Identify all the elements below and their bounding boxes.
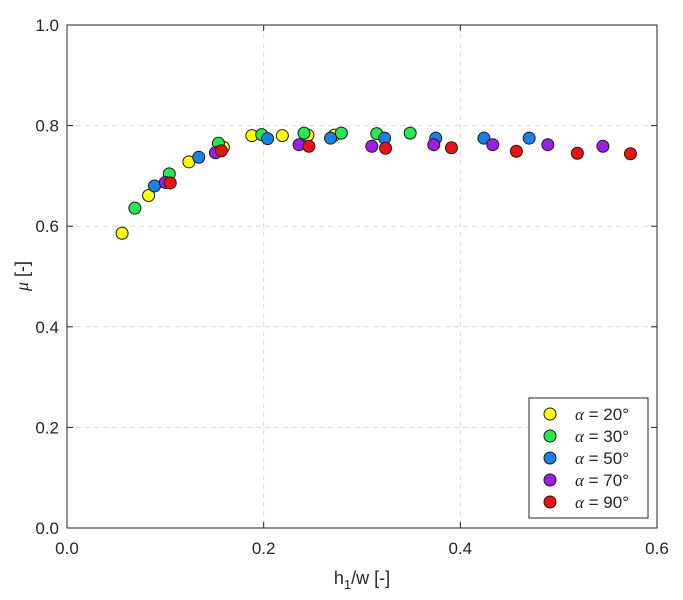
y-tick-label: 0.2 xyxy=(35,418,59,437)
data-point-series-3 xyxy=(261,132,275,146)
axis-ticks: 0.0 0.2 0.4 0.6 0.0 0.2 0.4 0.6 0.8 1.0 xyxy=(35,16,668,558)
data-point-series-2 xyxy=(334,126,348,140)
data-point-series-4 xyxy=(541,138,555,152)
data-point-series-4 xyxy=(486,138,500,152)
data-point-series-1 xyxy=(142,189,156,203)
data-point-series-4 xyxy=(365,139,379,153)
x-axis-label: h1/w [-] xyxy=(334,568,390,592)
x-tick-label: 0.6 xyxy=(645,539,669,558)
legend-marker xyxy=(543,495,557,509)
data-point-series-5 xyxy=(163,176,177,190)
y-tick-label: 0.8 xyxy=(35,117,59,136)
data-point-series-5 xyxy=(509,144,523,158)
data-point-series-4 xyxy=(596,139,610,153)
x-tick-label: 0.4 xyxy=(449,539,473,558)
legend-label: α = 70° xyxy=(575,471,629,490)
data-point-series-1 xyxy=(275,129,289,143)
legend-marker xyxy=(543,429,557,443)
y-axis-label: μ [-] xyxy=(12,261,32,292)
legend-marker xyxy=(543,451,557,465)
legend-label: α = 30° xyxy=(575,427,629,446)
y-tick-label: 0.0 xyxy=(35,519,59,538)
legend-marker xyxy=(543,473,557,487)
data-point-series-2 xyxy=(297,126,311,140)
y-tick-label: 0.4 xyxy=(35,318,59,337)
data-points xyxy=(115,126,637,240)
y-tick-label: 0.6 xyxy=(35,217,59,236)
data-point-series-5 xyxy=(379,141,393,155)
data-point-series-5 xyxy=(214,144,228,158)
data-point-series-5 xyxy=(570,146,584,160)
legend-label: α = 20° xyxy=(575,405,629,424)
grid-lines xyxy=(67,25,657,528)
data-point-series-1 xyxy=(115,226,129,240)
legend-label: α = 50° xyxy=(575,449,629,468)
x-tick-label: 0.0 xyxy=(55,539,79,558)
data-point-series-5 xyxy=(444,141,458,155)
data-point-series-3 xyxy=(324,131,338,145)
data-point-series-3 xyxy=(522,131,536,145)
legend-label: α = 90° xyxy=(575,493,629,512)
data-point-series-2 xyxy=(128,201,142,215)
data-point-series-3 xyxy=(192,150,206,164)
x-tick-label: 0.2 xyxy=(252,539,276,558)
data-point-series-4 xyxy=(427,138,441,152)
y-tick-label: 1.0 xyxy=(35,16,59,35)
data-point-series-3 xyxy=(148,179,162,193)
legend: α = 20° α = 30° α = 50° α = 70° α = 90° xyxy=(528,397,649,519)
legend-marker xyxy=(543,407,557,421)
data-point-series-5 xyxy=(623,147,637,161)
data-point-series-5 xyxy=(302,139,316,153)
data-point-series-3 xyxy=(477,131,491,145)
plot-frame xyxy=(66,24,658,529)
data-point-series-2 xyxy=(403,126,417,140)
